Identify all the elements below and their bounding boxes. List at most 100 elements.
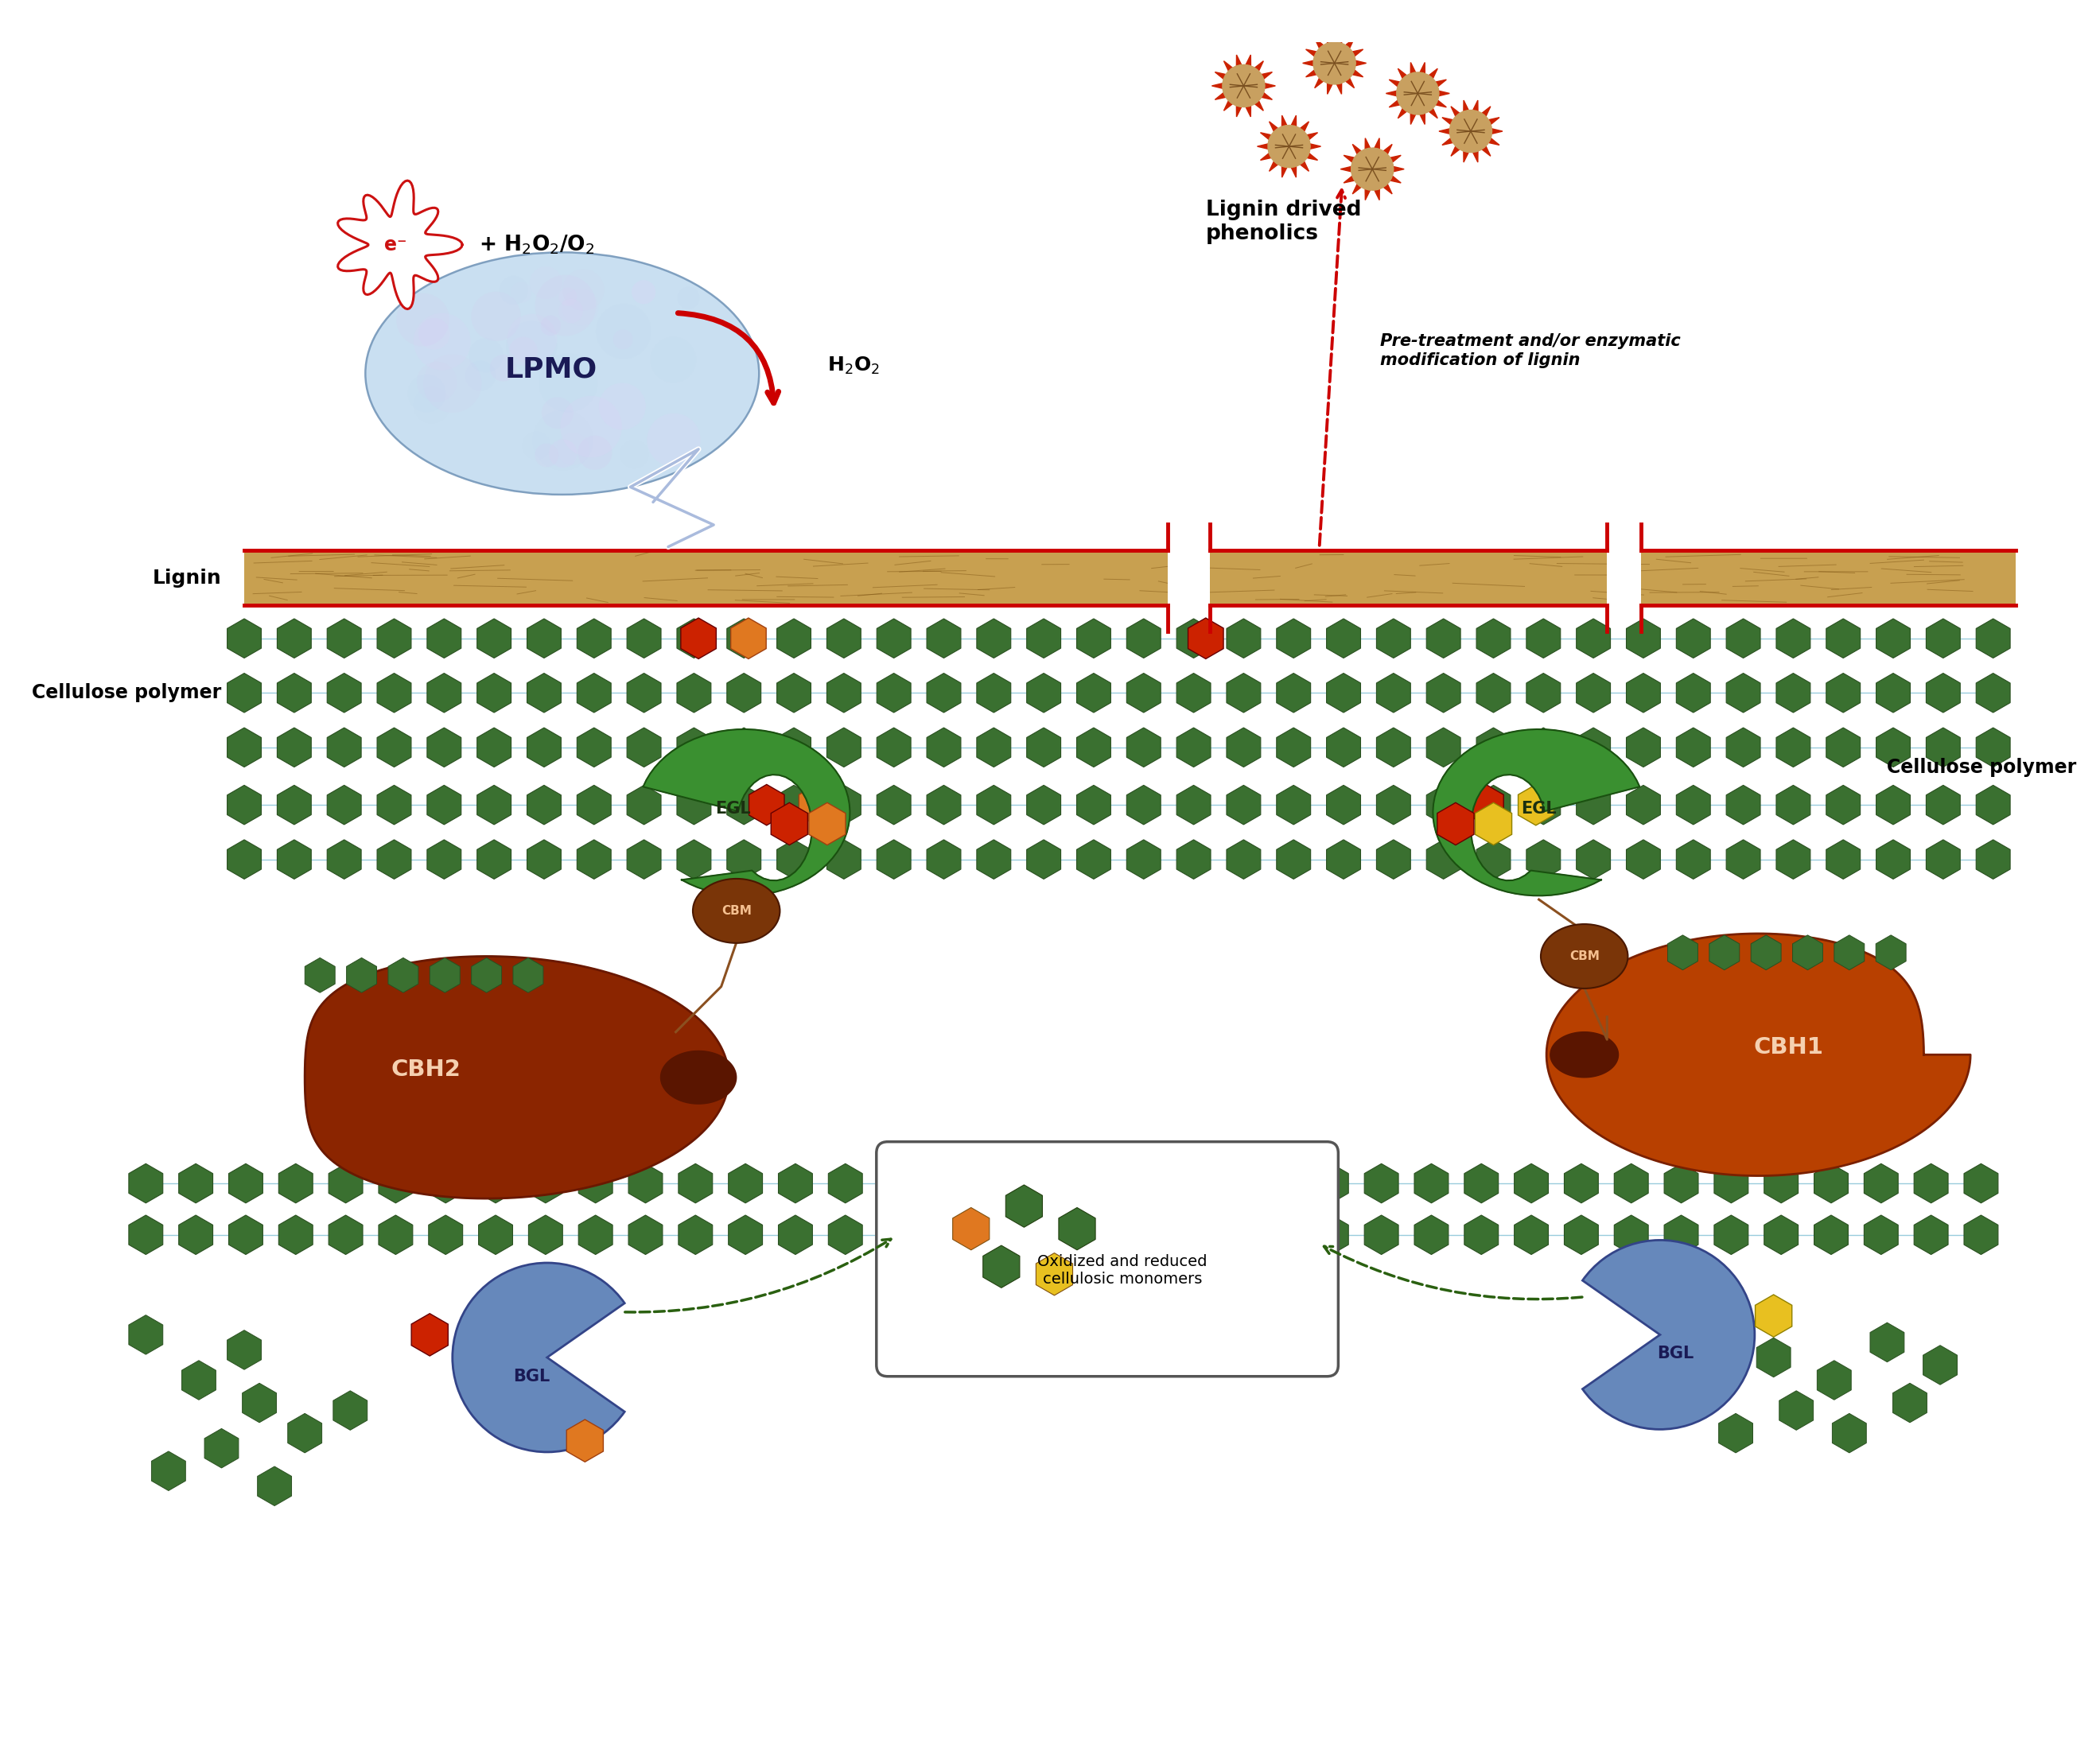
FancyBboxPatch shape [1168,546,1210,609]
Polygon shape [527,673,561,713]
Polygon shape [426,785,462,825]
Polygon shape [178,1164,212,1202]
Polygon shape [977,673,1010,713]
Circle shape [414,386,449,423]
Polygon shape [1315,1164,1348,1202]
Polygon shape [1676,619,1709,658]
Polygon shape [977,840,1010,879]
Circle shape [647,412,701,466]
Polygon shape [628,785,662,825]
Polygon shape [1756,1338,1791,1376]
Text: CBH2: CBH2 [391,1058,460,1081]
Text: Cellulose polymer: Cellulose polymer [1888,757,2077,776]
Polygon shape [578,785,611,825]
Polygon shape [1027,727,1060,767]
Polygon shape [1376,727,1411,767]
Polygon shape [479,1164,512,1202]
Ellipse shape [365,252,758,494]
Polygon shape [628,1164,662,1202]
Polygon shape [227,1329,260,1369]
Polygon shape [1663,1215,1699,1255]
Polygon shape [1189,618,1224,659]
Polygon shape [827,785,861,825]
Circle shape [510,282,531,303]
Circle shape [424,355,481,412]
Polygon shape [128,1215,164,1255]
Polygon shape [729,1164,762,1202]
Polygon shape [328,840,361,879]
Polygon shape [1814,1164,1848,1202]
Polygon shape [304,957,336,992]
Circle shape [529,266,563,299]
Polygon shape [1077,619,1111,658]
Polygon shape [1449,110,1491,153]
Polygon shape [578,727,611,767]
Polygon shape [1625,785,1661,825]
Polygon shape [1926,785,1959,825]
Circle shape [407,374,445,412]
Polygon shape [1226,619,1260,658]
Polygon shape [229,1215,262,1255]
Polygon shape [279,1164,313,1202]
Polygon shape [378,673,412,713]
Polygon shape [1875,619,1911,658]
Polygon shape [578,619,611,658]
Polygon shape [183,1361,216,1401]
Polygon shape [477,619,510,658]
Polygon shape [676,673,712,713]
Polygon shape [426,673,462,713]
Polygon shape [227,619,260,658]
Polygon shape [1814,1215,1848,1255]
Text: Cellulose polymer: Cellulose polymer [32,684,220,703]
Polygon shape [1577,840,1611,879]
Polygon shape [1875,785,1911,825]
Circle shape [596,303,651,358]
Polygon shape [1426,727,1460,767]
Polygon shape [928,1215,962,1255]
Polygon shape [1777,619,1810,658]
Circle shape [489,355,517,381]
Polygon shape [1268,125,1310,167]
Polygon shape [279,1215,313,1255]
Polygon shape [926,619,962,658]
Polygon shape [1875,727,1911,767]
Polygon shape [1926,673,1959,713]
Polygon shape [1277,840,1310,879]
FancyBboxPatch shape [876,1141,1338,1376]
Polygon shape [277,727,311,767]
Polygon shape [128,1315,164,1354]
Polygon shape [1077,785,1111,825]
Polygon shape [258,1467,292,1505]
Polygon shape [1476,727,1510,767]
Polygon shape [1027,840,1060,879]
Polygon shape [977,785,1010,825]
Polygon shape [428,1164,462,1202]
Polygon shape [808,802,846,846]
Polygon shape [1726,840,1760,879]
Circle shape [632,280,655,304]
Polygon shape [1676,840,1709,879]
Polygon shape [1436,802,1474,846]
Polygon shape [977,727,1010,767]
Polygon shape [1865,1215,1898,1255]
Polygon shape [678,1215,712,1255]
Polygon shape [1426,673,1460,713]
Polygon shape [628,840,662,879]
Polygon shape [426,727,462,767]
Polygon shape [378,727,412,767]
Polygon shape [378,1164,414,1202]
Polygon shape [727,785,760,825]
Polygon shape [827,673,861,713]
Polygon shape [628,1215,662,1255]
Circle shape [559,299,584,324]
Circle shape [598,383,645,430]
Polygon shape [378,619,412,658]
Polygon shape [727,619,760,658]
Polygon shape [1476,619,1510,658]
Polygon shape [477,840,510,879]
Polygon shape [1514,1215,1548,1255]
Circle shape [536,275,596,336]
Polygon shape [328,619,361,658]
Polygon shape [1327,727,1361,767]
Polygon shape [328,785,361,825]
